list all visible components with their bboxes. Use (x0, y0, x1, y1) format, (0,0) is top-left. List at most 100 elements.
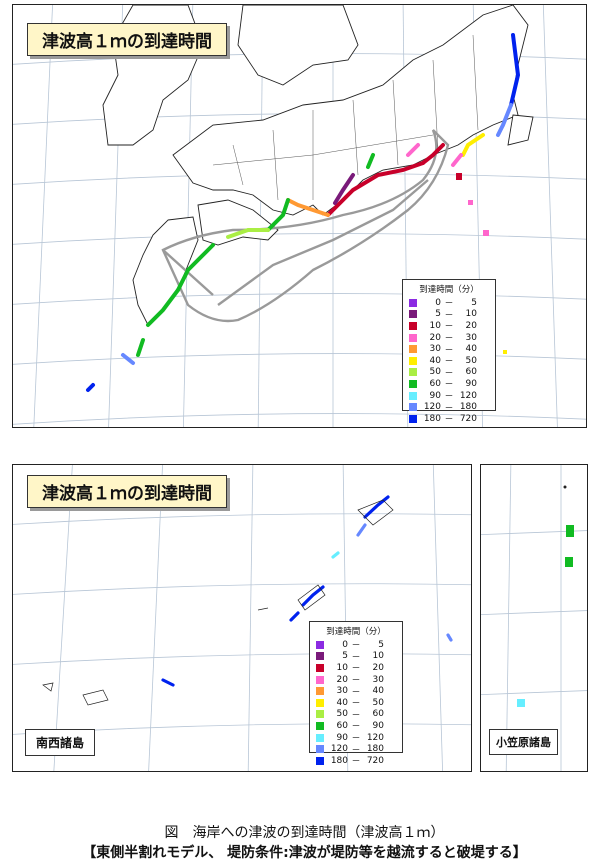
legend-dash: － (351, 652, 361, 663)
legend-high: 50 (465, 355, 477, 366)
legend-dash: － (444, 368, 454, 379)
legend-high: 90 (372, 720, 384, 731)
legend-low: 60 (336, 720, 348, 731)
main-map (13, 5, 586, 427)
legend-swatch (409, 379, 417, 388)
landmass (102, 5, 534, 326)
legend-high: 720 (366, 755, 384, 766)
legend-row: 90 － 120 (316, 732, 396, 744)
legend-row: 60 － 90 (316, 720, 396, 732)
legend-header: 到達時間（分） (326, 627, 386, 637)
legend-swatch (409, 414, 417, 423)
legend-high: 60 (465, 367, 477, 378)
legend-low: 5 (435, 309, 441, 320)
legend-low: 120 (423, 402, 441, 413)
legend-high: 120 (366, 732, 384, 743)
legend-swatch (409, 310, 417, 319)
island-markers (456, 173, 507, 354)
legend-dash: － (444, 392, 454, 403)
arrival-coastline (86, 33, 521, 392)
legend-low: 20 (336, 674, 348, 685)
main-map-panel: 津波高１ｍの到達時間 到達時間（分） 0 － 5 5 － 10 10 － 20 20 － 30 30 － 4… (12, 4, 587, 428)
legend-dash: － (351, 710, 361, 721)
ogasawara-map (481, 465, 587, 771)
legend-dash: － (444, 310, 454, 321)
legend-row: 40 － 50 (316, 697, 396, 709)
legend-low: 20 (429, 332, 441, 343)
legend-high: 40 (465, 344, 477, 355)
legend-swatch (409, 321, 417, 330)
legend-high: 20 (465, 320, 477, 331)
legend-swatch (316, 745, 324, 754)
legend-high: 120 (459, 390, 477, 401)
legend-swatch (409, 356, 417, 365)
legend-swatch (316, 652, 324, 661)
legend-swatch (316, 675, 324, 684)
legend-swatch (409, 403, 417, 412)
legend-dash: － (351, 641, 361, 652)
legend-row: 10 － 20 (316, 662, 396, 674)
legend-dash: － (444, 357, 454, 368)
legend-row: 60 － 90 (409, 378, 489, 390)
legend-high: 5 (471, 297, 477, 308)
legend-swatch (409, 391, 417, 400)
arrival-islands (161, 495, 453, 687)
legend-high: 10 (372, 651, 384, 662)
legend-high: 40 (372, 686, 384, 697)
legend-row: 20 － 30 (409, 332, 489, 344)
legend-high: 50 (372, 697, 384, 708)
legend-high: 10 (465, 309, 477, 320)
legend-low: 10 (429, 320, 441, 331)
legend-high: 180 (366, 744, 384, 755)
legend-swatch (409, 333, 417, 342)
island-outlines (42, 499, 394, 706)
legend-high: 30 (372, 674, 384, 685)
legend-row: 90 － 120 (409, 390, 489, 402)
legend-rows: 0 － 5 5 － 10 10 － 20 20 － 30 30 － 40 40 － 50 50 － 60 60 － 90 90 －… (316, 639, 396, 767)
legend-dash: － (444, 322, 454, 333)
nansei-map-title: 津波高１ｍの到達時間 (27, 475, 227, 508)
legend-low: 30 (429, 344, 441, 355)
legend-swatch (409, 368, 417, 377)
legend-low: 90 (336, 732, 348, 743)
legend-low: 0 (435, 297, 441, 308)
legend-row: 0 － 5 (409, 297, 489, 309)
legend-dash: － (444, 334, 454, 345)
nansei-region-label: 南西諸島 (25, 729, 96, 756)
nansei-map (13, 465, 471, 771)
legend-row: 20 － 30 (316, 674, 396, 686)
graticule (13, 465, 471, 771)
legend-low: 90 (429, 390, 441, 401)
legend-header: 到達時間（分） (419, 285, 479, 295)
legend-dash: － (351, 722, 361, 733)
legend-swatch (409, 298, 417, 307)
legend-low: 180 (330, 755, 348, 766)
legend-row: 120 － 180 (316, 743, 396, 756)
legend-row: 40 － 50 (409, 355, 489, 367)
legend-dash: － (351, 699, 361, 710)
legend-row: 180 － 720 (316, 755, 396, 767)
ogasawara-region-label: 小笠原諸島 (489, 729, 558, 755)
legend-dash: － (444, 403, 454, 414)
legend-row: 50 － 60 (409, 367, 489, 379)
legend-low: 5 (342, 651, 348, 662)
legend-row: 30 － 40 (316, 685, 396, 698)
legend-low: 10 (336, 662, 348, 673)
legend-swatch (316, 687, 324, 696)
legend-high: 5 (378, 639, 384, 650)
legend-dash: － (351, 676, 361, 687)
legend-high: 90 (465, 378, 477, 389)
legend-swatch (316, 640, 324, 649)
legend-high: 180 (459, 402, 477, 413)
legend-dash: － (444, 299, 454, 310)
arrival-islands (517, 485, 574, 707)
legend-row: 5 － 10 (409, 309, 489, 321)
legend-high: 60 (372, 709, 384, 720)
legend-swatch (409, 345, 417, 354)
legend-dash: － (444, 380, 454, 391)
legend-dash: － (444, 415, 454, 426)
legend-dash: － (351, 757, 361, 768)
legend-low: 40 (429, 355, 441, 366)
legend-dash: － (351, 734, 361, 745)
legend-low: 60 (429, 378, 441, 389)
